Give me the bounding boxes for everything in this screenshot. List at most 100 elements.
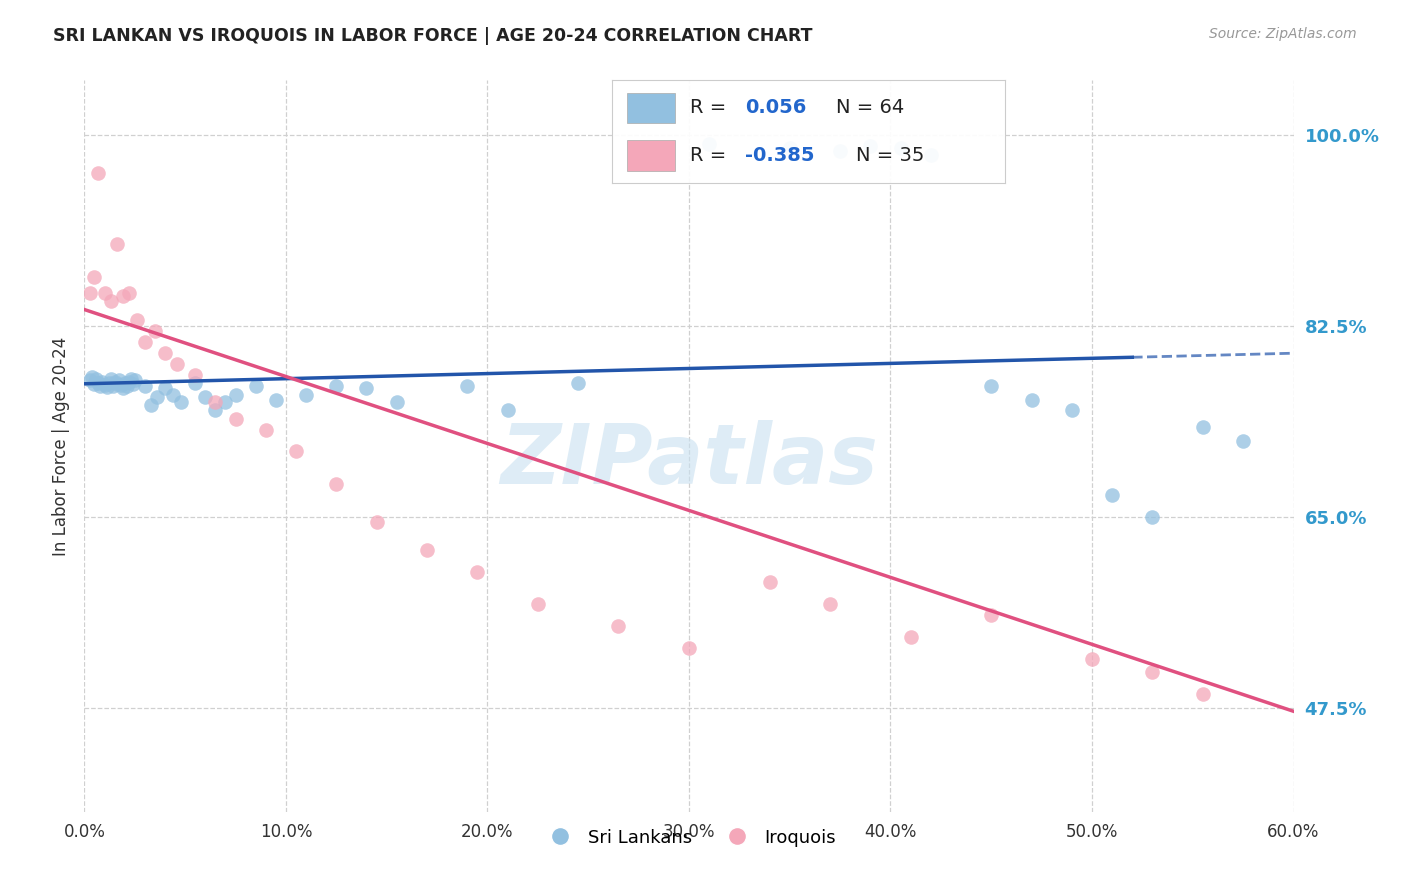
Point — [416, 542, 439, 557]
Point — [1060, 403, 1083, 417]
Point — [225, 387, 247, 401]
Point — [980, 379, 1002, 393]
Point — [356, 381, 378, 395]
Point — [496, 403, 519, 417]
Point — [153, 346, 176, 360]
Point — [93, 286, 115, 301]
Point — [118, 375, 141, 389]
Point — [920, 147, 942, 161]
Point — [325, 477, 347, 491]
Text: -0.385: -0.385 — [745, 145, 815, 165]
Point — [818, 597, 841, 611]
Point — [285, 444, 308, 458]
Text: R =: R = — [690, 98, 733, 118]
Point — [194, 390, 217, 404]
Point — [1232, 434, 1254, 448]
Point — [1142, 510, 1164, 524]
Point — [107, 374, 129, 388]
Point — [104, 375, 127, 389]
Point — [1101, 488, 1123, 502]
Point — [118, 286, 141, 301]
Text: Source: ZipAtlas.com: Source: ZipAtlas.com — [1209, 27, 1357, 41]
Point — [184, 376, 207, 390]
Point — [100, 372, 122, 386]
Point — [366, 516, 388, 530]
Text: 0.056: 0.056 — [745, 98, 807, 118]
Point — [121, 376, 143, 391]
Legend: Sri Lankans, Iroquois: Sri Lankans, Iroquois — [536, 822, 842, 854]
Point — [890, 141, 912, 155]
Point — [214, 395, 236, 409]
Point — [87, 376, 110, 390]
Point — [100, 293, 122, 308]
Text: N = 35: N = 35 — [856, 145, 924, 165]
Point — [779, 141, 801, 155]
Point — [82, 370, 104, 384]
Point — [143, 324, 166, 338]
Point — [385, 395, 408, 409]
Point — [1142, 665, 1164, 679]
Point — [467, 565, 489, 579]
Point — [980, 608, 1002, 623]
Point — [254, 423, 277, 437]
Point — [1081, 652, 1104, 666]
Point — [110, 377, 132, 392]
Point — [79, 286, 101, 301]
Point — [87, 166, 110, 180]
Point — [83, 376, 105, 391]
Point — [166, 357, 188, 371]
Point — [325, 379, 347, 393]
Text: R =: R = — [690, 145, 733, 165]
Point — [697, 136, 720, 151]
Point — [1192, 420, 1215, 434]
Point — [830, 145, 852, 159]
Point — [245, 379, 267, 393]
Point — [134, 335, 156, 350]
Point — [264, 393, 287, 408]
Point — [678, 640, 700, 655]
Point — [204, 403, 226, 417]
Y-axis label: In Labor Force | Age 20-24: In Labor Force | Age 20-24 — [52, 336, 70, 556]
Point — [900, 630, 922, 644]
Point — [170, 395, 193, 409]
Point — [162, 387, 184, 401]
Point — [295, 387, 318, 401]
Point — [648, 145, 671, 159]
Point — [97, 376, 120, 390]
Point — [1192, 687, 1215, 701]
Point — [120, 372, 142, 386]
Point — [96, 380, 118, 394]
Point — [567, 376, 589, 390]
Point — [83, 269, 105, 284]
Point — [89, 379, 111, 393]
Point — [111, 289, 134, 303]
Point — [115, 379, 138, 393]
Point — [86, 372, 108, 386]
Point — [527, 597, 550, 611]
Point — [859, 138, 882, 153]
Point — [146, 390, 169, 404]
Text: SRI LANKAN VS IROQUOIS IN LABOR FORCE | AGE 20-24 CORRELATION CHART: SRI LANKAN VS IROQUOIS IN LABOR FORCE | … — [53, 27, 813, 45]
Point — [91, 375, 114, 389]
Point — [105, 376, 128, 391]
Point — [134, 379, 156, 393]
Point — [114, 376, 136, 390]
Point — [93, 377, 115, 392]
Text: N = 64: N = 64 — [837, 98, 904, 118]
Point — [153, 381, 176, 395]
Point — [124, 374, 146, 388]
Point — [184, 368, 207, 382]
Point — [607, 619, 630, 633]
Bar — [627, 93, 675, 123]
Point — [79, 374, 101, 388]
Point — [139, 397, 162, 411]
Point — [111, 381, 134, 395]
Point — [758, 575, 780, 590]
Point — [125, 313, 148, 327]
Point — [225, 411, 247, 425]
Point — [1021, 393, 1043, 408]
Bar — [627, 140, 675, 170]
Text: ZIPatlas: ZIPatlas — [501, 420, 877, 501]
Point — [101, 379, 124, 393]
Point — [105, 237, 128, 252]
